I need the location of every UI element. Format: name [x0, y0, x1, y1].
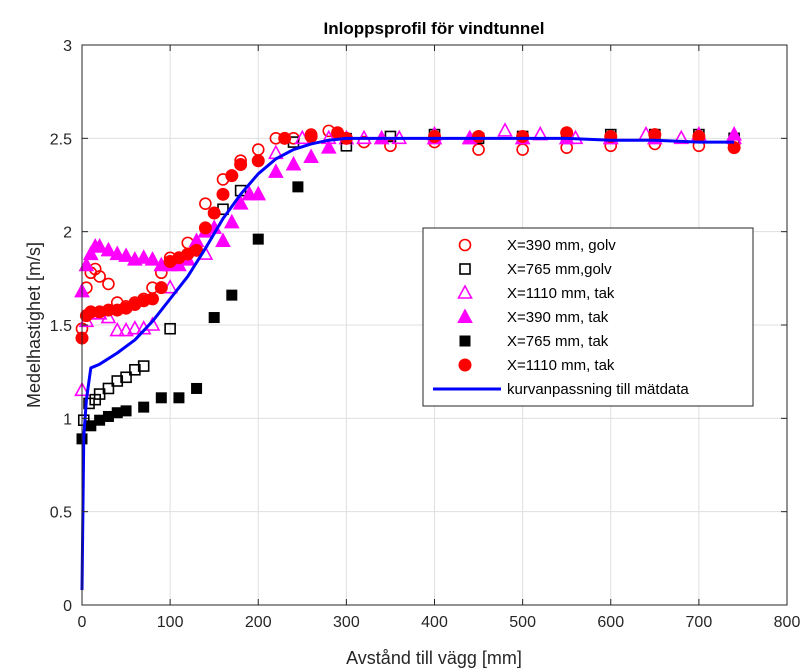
- data-point: [516, 129, 530, 143]
- legend: X=390 mm, golv X=765 mm,golv X=1110 mm, ta…: [422, 227, 754, 407]
- x-tick-label: 700: [686, 614, 713, 631]
- series-6: [80, 136, 735, 591]
- legend-marker: [459, 335, 471, 347]
- data-point: [285, 155, 302, 171]
- data-point: [252, 233, 264, 245]
- legend-marker: [459, 263, 471, 275]
- legend-box: [422, 227, 754, 407]
- data-point: [109, 245, 126, 261]
- data-point: [225, 169, 239, 183]
- data-point: [93, 270, 106, 283]
- x-tick-label: 500: [509, 614, 536, 631]
- legend-label: X=765 mm, tak: [507, 333, 609, 350]
- data-point: [208, 312, 220, 324]
- fit-curve-line: [80, 136, 735, 591]
- data-point: [226, 289, 238, 301]
- data-point: [216, 187, 230, 201]
- y-tick-label: 2: [63, 225, 72, 242]
- x-tick-label: 400: [421, 614, 448, 631]
- data-point: [154, 281, 168, 295]
- ticks: 0 100 200 300 400 500 600 700 800 0 0.5 1 1.5 2 2.5 3: [50, 38, 801, 631]
- data-point: [223, 213, 240, 229]
- data-point: [127, 320, 143, 335]
- data-point: [111, 375, 124, 387]
- data-point: [384, 139, 397, 153]
- data-point: [497, 122, 513, 137]
- data-point: [472, 129, 486, 143]
- x-tick-label: 100: [157, 614, 184, 631]
- data-point: [102, 277, 115, 291]
- y-tick-label: 3: [63, 38, 72, 55]
- data-point: [100, 241, 117, 257]
- data-point: [118, 247, 134, 262]
- y-tick-label: 1: [63, 411, 72, 428]
- data-point: [268, 163, 284, 178]
- y-tick-label: 0.5: [50, 505, 72, 522]
- data-point: [250, 185, 267, 201]
- legend-label: kurvanpassning till mätdata: [507, 381, 689, 398]
- data-point: [144, 251, 161, 266]
- y-tick-label: 2.5: [50, 131, 72, 148]
- x-tick-label: 200: [245, 614, 272, 631]
- data-point: [292, 181, 304, 193]
- data-point: [384, 130, 397, 143]
- data-point: [164, 322, 176, 335]
- data-point: [91, 238, 108, 253]
- data-point: [146, 292, 159, 306]
- data-point: [303, 148, 319, 163]
- data-point: [304, 129, 318, 143]
- x-axis-label: Avstånd till vägg [mm]: [346, 648, 522, 668]
- data-point: [100, 308, 117, 324]
- y-tick-label: 0: [63, 598, 72, 615]
- chart-title: Inloppsprofil för vindtunnel: [324, 19, 545, 38]
- y-tick-label: 1.5: [50, 318, 72, 335]
- legend-marker: [458, 358, 472, 372]
- data-point: [109, 321, 126, 337]
- legend-marker: [457, 308, 473, 323]
- data-point: [78, 256, 95, 272]
- legend-label: X=390 mm, golv: [507, 237, 616, 254]
- data-point: [251, 154, 265, 168]
- data-point: [198, 221, 212, 235]
- legend-label: X=1110 mm, tak: [507, 357, 615, 374]
- y-axis-label: Medelhastighet [m/s]: [24, 242, 44, 408]
- data-point: [207, 206, 221, 220]
- data-point: [673, 129, 690, 145]
- data-point: [232, 195, 249, 210]
- x-tick-label: 800: [774, 614, 801, 631]
- data-point: [82, 245, 99, 261]
- series-4: [76, 132, 352, 445]
- data-point: [120, 371, 132, 384]
- data-point: [234, 157, 248, 171]
- data-point: [102, 382, 115, 395]
- legend-label: X=1110 mm, tak: [507, 285, 615, 302]
- legend-label: X=765 mm,golv: [507, 261, 612, 278]
- data-point: [278, 131, 292, 145]
- legend-label: X=390 mm, tak: [507, 309, 609, 326]
- data-point: [137, 360, 150, 372]
- data-point: [215, 232, 231, 247]
- data-point: [173, 392, 185, 404]
- data-point: [138, 401, 150, 413]
- data-point: [428, 129, 441, 143]
- data-point: [120, 405, 132, 417]
- data-point: [199, 197, 212, 210]
- data-point: [726, 126, 742, 141]
- legend-marker: [457, 284, 473, 299]
- data-point: [129, 363, 141, 376]
- data-point: [320, 139, 337, 154]
- data-point: [155, 392, 167, 404]
- data-point: [83, 397, 95, 410]
- data-point: [191, 382, 203, 394]
- data-point: [118, 321, 134, 337]
- series-layer: [74, 122, 742, 591]
- x-tick-label: 0: [78, 614, 87, 631]
- data-point: [135, 249, 152, 264]
- legend-marker: [458, 238, 472, 252]
- x-tick-label: 300: [333, 614, 360, 631]
- x-tick-label: 600: [597, 614, 624, 631]
